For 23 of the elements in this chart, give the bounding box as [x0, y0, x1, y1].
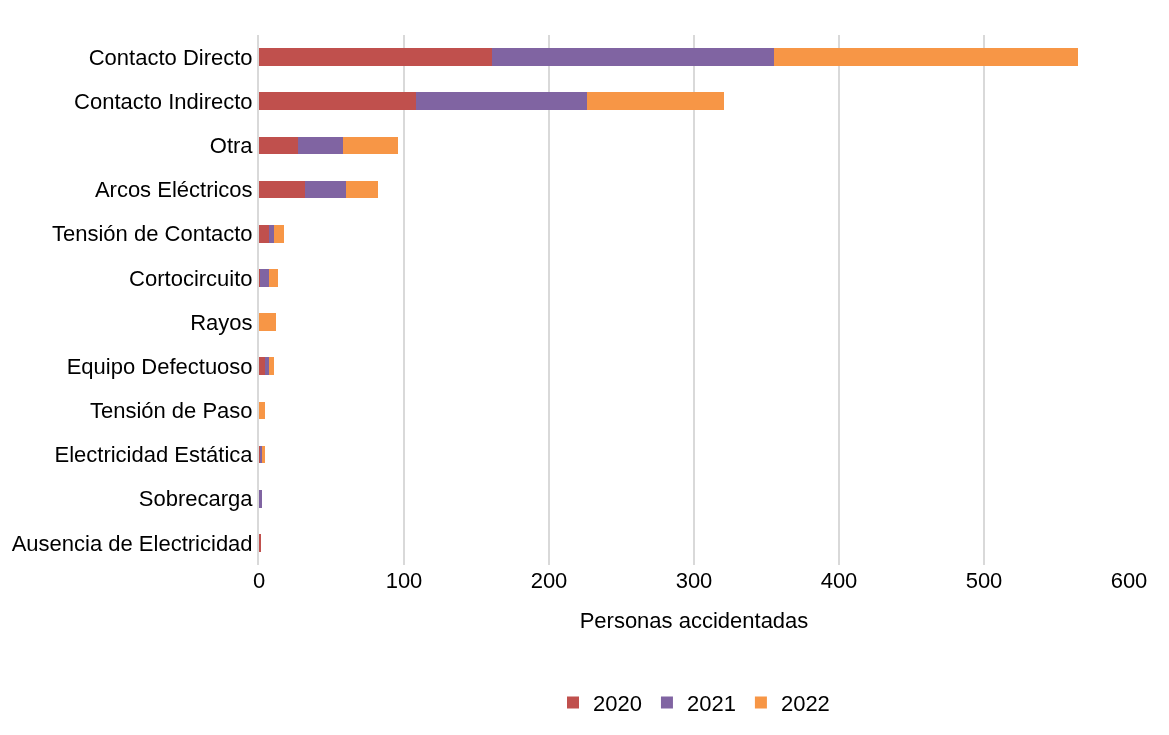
x-tick-label: 200: [530, 568, 568, 593]
y-tick-label: Contacto Indirecto: [74, 88, 253, 114]
x-tick-label: 0: [252, 568, 266, 593]
y-tick-label: Contacto Directo: [88, 44, 253, 70]
x-tick-label: 300: [675, 568, 713, 593]
x-tick-label: 400: [820, 568, 858, 593]
x-tick-label: 100: [385, 568, 423, 593]
legend-label: 2021: [686, 690, 736, 716]
y-tick-label: Tensión de Contacto: [52, 221, 253, 247]
x-tick-label: 600: [1110, 568, 1148, 593]
x-tick-label: 500: [965, 568, 1003, 593]
y-tick-label: Tensión de Paso: [89, 398, 253, 424]
legend-label: 2022: [780, 690, 830, 716]
y-tick-label: Arcos Eléctricos: [94, 177, 253, 203]
x-axis-title: Personas accidentadas: [579, 607, 809, 633]
y-tick-label: Cortocircuito: [129, 265, 253, 291]
y-tick-label: Rayos: [190, 309, 253, 335]
y-tick-label: Otra: [209, 133, 254, 159]
y-tick-label: Electricidad Estática: [54, 442, 254, 468]
y-tick-label: Ausencia de Electricidad: [11, 530, 253, 556]
y-tick-label: Equipo Defectuoso: [66, 353, 253, 379]
y-tick-label: Sobrecarga: [138, 486, 254, 512]
legend-label: 2020: [593, 690, 642, 716]
